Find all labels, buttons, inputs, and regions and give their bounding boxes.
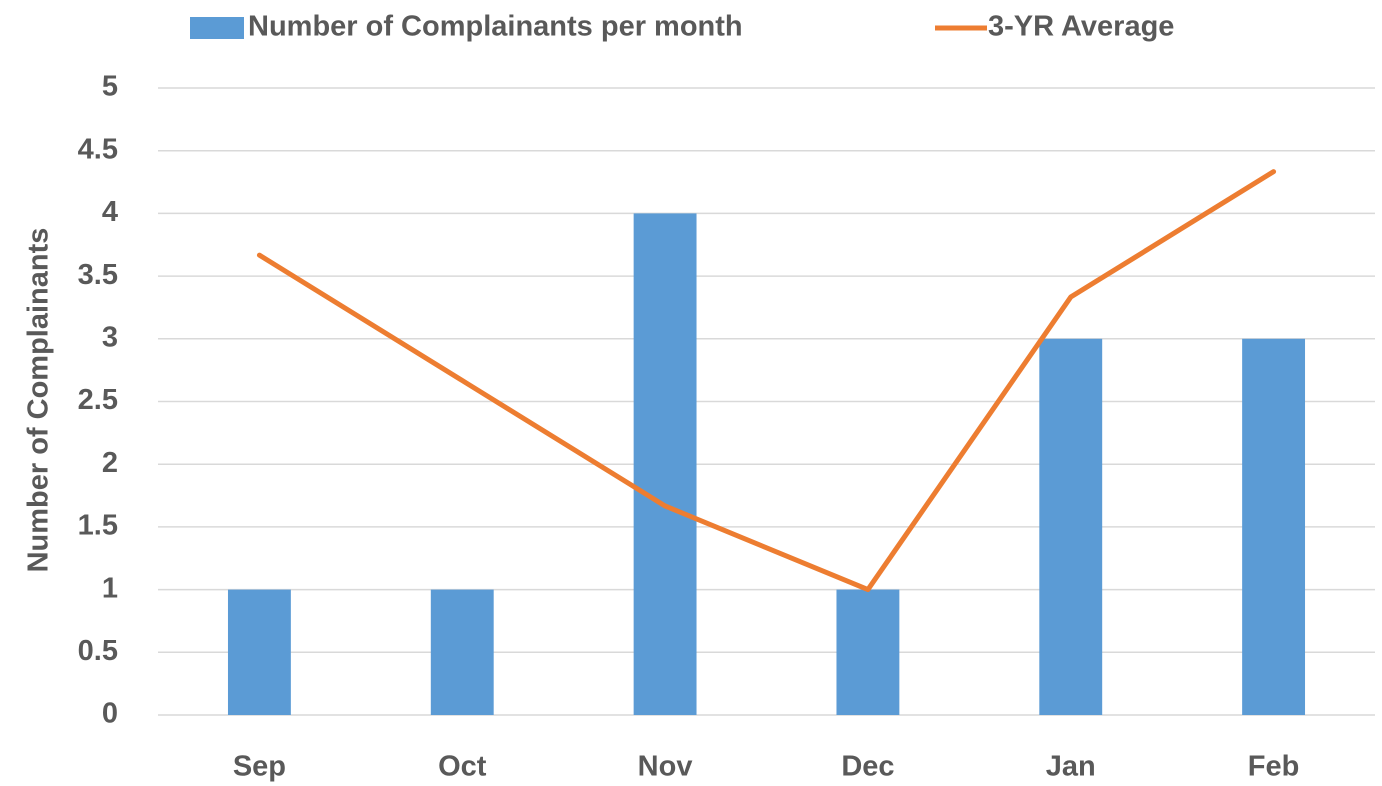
legend-swatch xyxy=(190,17,244,39)
bar xyxy=(633,213,697,715)
y-tick-label: 0 xyxy=(102,698,118,730)
bar xyxy=(227,589,291,715)
legend-label: 3-YR Average xyxy=(988,11,1174,43)
y-axis-title: Number of Complainants xyxy=(23,228,55,573)
x-tick-label: Feb xyxy=(1248,751,1300,783)
bar xyxy=(1039,338,1103,715)
y-tick-label: 3 xyxy=(102,321,118,353)
y-tick-label: 3.5 xyxy=(78,259,118,291)
x-tick-label: Jan xyxy=(1046,751,1096,783)
x-tick-label: Oct xyxy=(438,751,487,783)
bar xyxy=(836,589,900,715)
bar xyxy=(1242,338,1306,715)
x-tick-label: Sep xyxy=(233,751,286,783)
x-tick-label: Dec xyxy=(841,751,894,783)
y-tick-label: 2.5 xyxy=(78,384,118,416)
y-tick-label: 1 xyxy=(102,572,118,604)
y-tick-label: 1.5 xyxy=(78,510,118,542)
y-tick-label: 2 xyxy=(102,447,118,479)
y-tick-label: 0.5 xyxy=(78,635,118,667)
line xyxy=(256,169,1277,593)
y-tick-label: 5 xyxy=(102,71,118,103)
bar xyxy=(430,589,494,715)
x-tick-label: Nov xyxy=(638,751,693,783)
y-tick-label: 4.5 xyxy=(78,133,118,165)
legend-label: Number of Complainants per month xyxy=(248,11,743,43)
y-tick-label: 4 xyxy=(102,196,118,228)
